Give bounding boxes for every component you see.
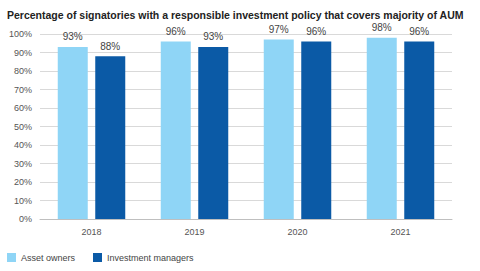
svg-text:30%: 30% (14, 159, 32, 169)
svg-text:90%: 90% (14, 48, 32, 58)
svg-text:40%: 40% (14, 140, 32, 150)
svg-text:Percentage of signatories with: Percentage of signatories with a respons… (7, 9, 464, 21)
svg-text:98%: 98% (372, 22, 392, 33)
svg-text:50%: 50% (14, 122, 32, 132)
svg-text:2020: 2020 (287, 227, 307, 237)
svg-text:96%: 96% (409, 26, 429, 37)
svg-text:93%: 93% (203, 31, 223, 42)
svg-text:70%: 70% (14, 85, 32, 95)
svg-text:Asset owners: Asset owners (21, 253, 76, 263)
svg-text:Investment managers: Investment managers (107, 253, 194, 263)
svg-text:0%: 0% (19, 214, 32, 224)
svg-text:2019: 2019 (184, 227, 204, 237)
svg-text:10%: 10% (14, 196, 32, 206)
svg-text:20%: 20% (14, 177, 32, 187)
svg-text:2018: 2018 (81, 227, 101, 237)
svg-text:96%: 96% (166, 26, 186, 37)
svg-text:88%: 88% (100, 41, 120, 52)
svg-text:80%: 80% (14, 66, 32, 76)
svg-text:97%: 97% (269, 24, 289, 35)
svg-text:2021: 2021 (390, 227, 410, 237)
svg-text:60%: 60% (14, 103, 32, 113)
svg-text:100%: 100% (9, 29, 32, 39)
svg-text:96%: 96% (306, 26, 326, 37)
svg-text:93%: 93% (63, 31, 83, 42)
